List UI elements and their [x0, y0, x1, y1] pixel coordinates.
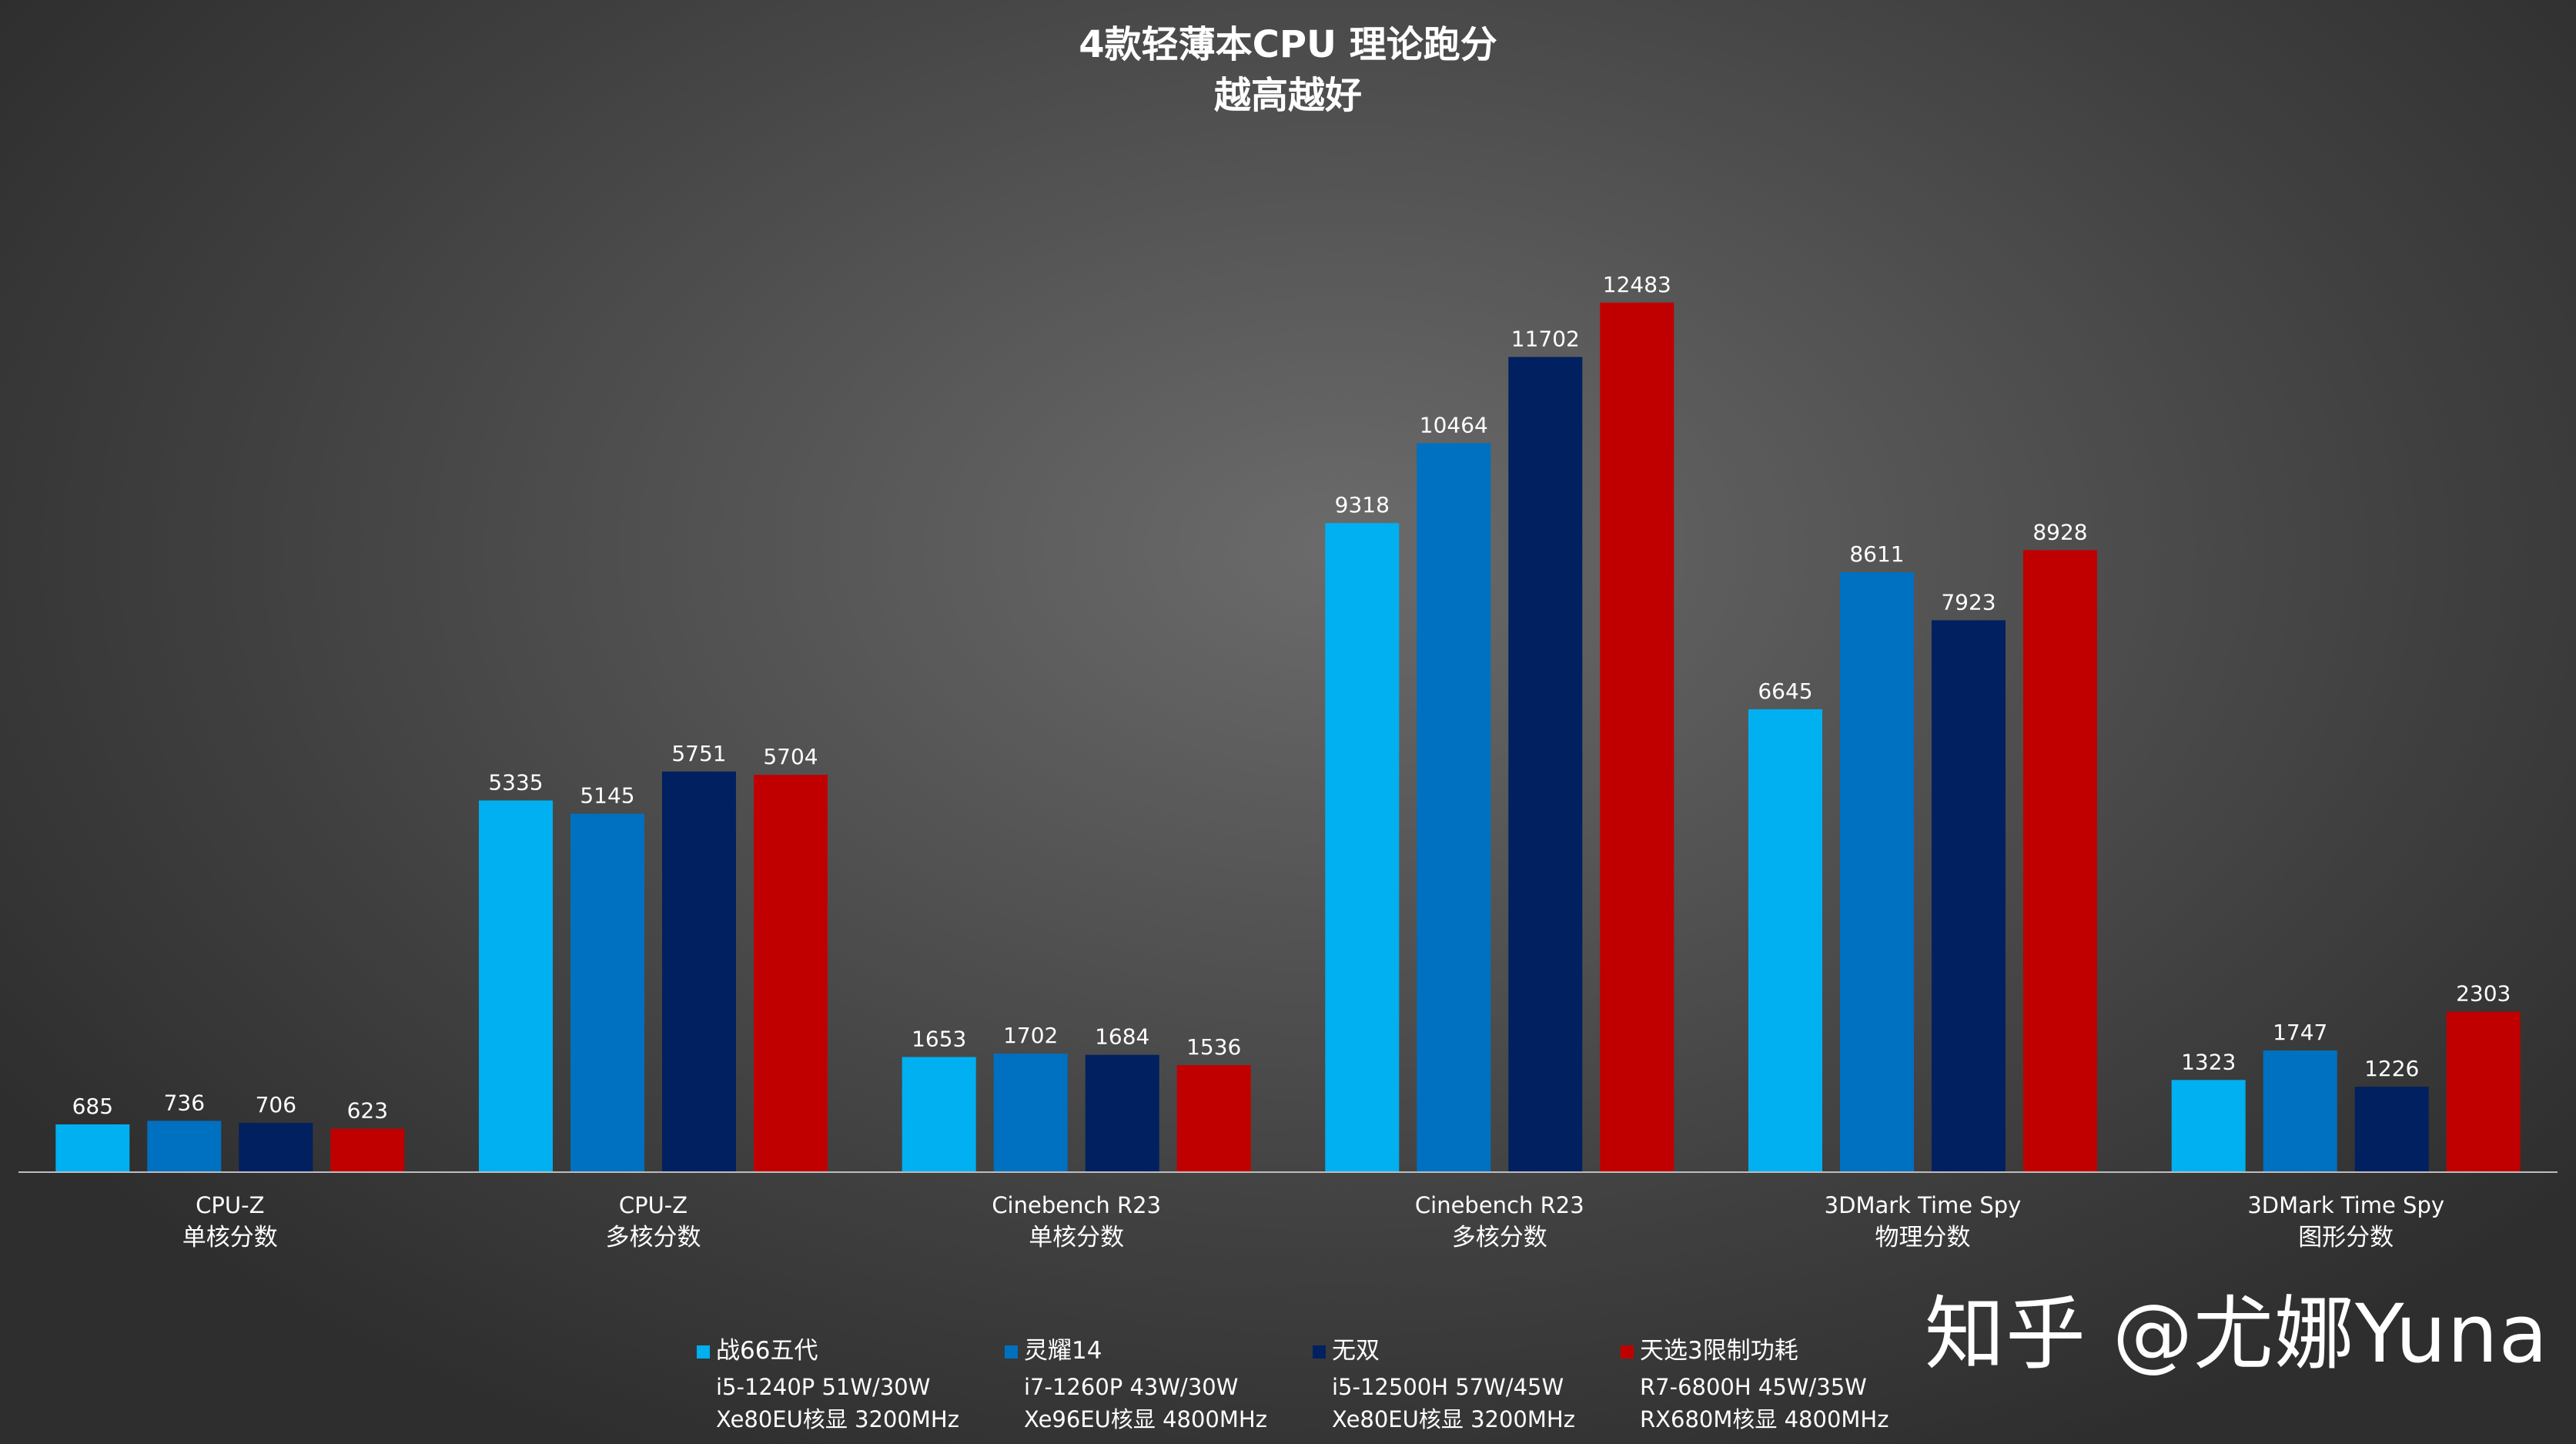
bar-value-label: 5335 [488, 769, 543, 795]
x-tick-label: Cinebench R23 [1415, 1192, 1584, 1218]
bar [570, 813, 644, 1172]
value-labels-layer: 685 736 706 623 5335 5145 5751 5704 1653 1702 1684… [72, 272, 2511, 1124]
bar [1176, 1065, 1251, 1172]
bar-value-label: 1536 [1186, 1034, 1241, 1060]
x-tick-label: 3DMark Time Spy [2247, 1192, 2444, 1218]
bar [2263, 1050, 2337, 1172]
bar [754, 775, 828, 1172]
bar-value-label: 8928 [2032, 519, 2087, 544]
legend-label: 灵耀14 [1024, 1337, 1102, 1365]
bar [2023, 550, 2097, 1172]
bar-value-label: 1226 [2364, 1056, 2419, 1081]
bar-value-label: 1684 [1095, 1024, 1149, 1050]
legend-label: 天选3限制功耗 [1640, 1337, 1798, 1365]
bar-value-label: 1747 [2273, 1020, 2327, 1045]
legend-detail: i5-1240P 51W/30W [716, 1374, 931, 1400]
bar [1417, 443, 1491, 1172]
bar [1600, 302, 1674, 1172]
legend-detail: i5-12500H 57W/45W [1332, 1374, 1564, 1400]
bar [2446, 1011, 2521, 1172]
bar [993, 1054, 1068, 1172]
chart-subtitle: 越高越好 [1213, 74, 1362, 117]
bar-value-label: 623 [347, 1098, 388, 1124]
legend-swatch [697, 1345, 710, 1359]
bar-value-label: 685 [72, 1094, 113, 1119]
bar-value-label: 12483 [1603, 272, 1671, 297]
x-tick-label: CPU-Z [196, 1192, 264, 1218]
bar [1932, 620, 2006, 1172]
bar [239, 1123, 313, 1172]
bar [479, 800, 553, 1172]
legend-detail: R7-6800H 45W/35W [1640, 1374, 1867, 1400]
bar-value-label: 5751 [671, 741, 726, 766]
bar-value-label: 1323 [2181, 1049, 2236, 1074]
x-tick-label: 3DMark Time Spy [1825, 1192, 2022, 1218]
legend-item-series-1: 战66五代 i5-1240P 51W/30W Xe80EU核显 3200MHz [697, 1332, 989, 1440]
bar-value-label: 6645 [1758, 678, 1812, 704]
bar-value-label: 5704 [763, 744, 818, 769]
bar [2171, 1080, 2246, 1172]
bar [55, 1124, 130, 1172]
bar [1748, 709, 1822, 1172]
legend-item-series-2: 灵耀14 i7-1260P 43W/30W Xe96EU核显 4800MHz [1005, 1332, 1297, 1440]
legend-detail: Xe80EU核显 3200MHz [1332, 1406, 1575, 1432]
legend-item-series-3: 无双 i5-12500H 57W/45W Xe80EU核显 3200MHz [1313, 1332, 1605, 1440]
bar-value-label: 706 [256, 1092, 296, 1117]
legend-detail: RX680M核显 4800MHz [1640, 1406, 1889, 1432]
legend-detail: Xe96EU核显 4800MHz [1024, 1406, 1267, 1432]
bar-value-label: 7923 [1941, 589, 1996, 615]
legend-swatch [1005, 1345, 1018, 1359]
legend-swatch [1621, 1345, 1634, 1359]
bar [1840, 572, 1914, 1172]
x-tick-label: Cinebench R23 [992, 1192, 1161, 1218]
legend-swatch [1313, 1345, 1326, 1359]
bar [330, 1128, 405, 1172]
bar-value-label: 10464 [1420, 413, 1488, 438]
bar [1085, 1054, 1159, 1172]
bar [662, 771, 736, 1172]
x-tick-sublabel: 单核分数 [1029, 1224, 1124, 1251]
legend-detail: i7-1260P 43W/30W [1024, 1374, 1239, 1400]
legend-label: 战66五代 [716, 1337, 818, 1365]
bar-value-label: 8611 [1849, 541, 1904, 567]
x-tick-labels: CPU-Z 单核分数 CPU-Z 多核分数 Cinebench R23 单核分数 Cineb… [182, 1192, 2444, 1251]
bar [147, 1121, 222, 1172]
bar-value-label: 2303 [2456, 981, 2511, 1007]
bar [1508, 357, 1583, 1172]
bar-value-label: 11702 [1511, 327, 1580, 352]
x-tick-label: CPU-Z [619, 1192, 687, 1218]
bars-layer [55, 302, 2521, 1172]
x-tick-sublabel: 多核分数 [1452, 1224, 1547, 1251]
legend-label: 无双 [1332, 1337, 1380, 1365]
bar [902, 1057, 976, 1172]
bar [1325, 523, 1400, 1172]
bar-value-label: 736 [164, 1090, 205, 1115]
bar-value-label: 5145 [580, 783, 634, 809]
x-tick-sublabel: 图形分数 [2298, 1224, 2394, 1251]
bar-value-label: 1702 [1003, 1023, 1058, 1048]
bar-value-label: 9318 [1335, 492, 1390, 518]
x-tick-sublabel: 单核分数 [182, 1224, 278, 1251]
bar-value-label: 1653 [912, 1027, 966, 1052]
watermark: 知乎 @尤娜Yuna [1925, 1287, 2549, 1381]
legend-detail: Xe80EU核显 3200MHz [716, 1406, 959, 1432]
x-tick-sublabel: 多核分数 [606, 1224, 701, 1251]
chart-title: 4款轻薄本CPU 理论跑分 [1079, 23, 1497, 66]
x-tick-sublabel: 物理分数 [1875, 1224, 1971, 1251]
bar [2354, 1087, 2429, 1172]
legend-item-series-4: 天选3限制功耗 R7-6800H 45W/35W RX680M核显 4800MH… [1621, 1332, 1913, 1440]
